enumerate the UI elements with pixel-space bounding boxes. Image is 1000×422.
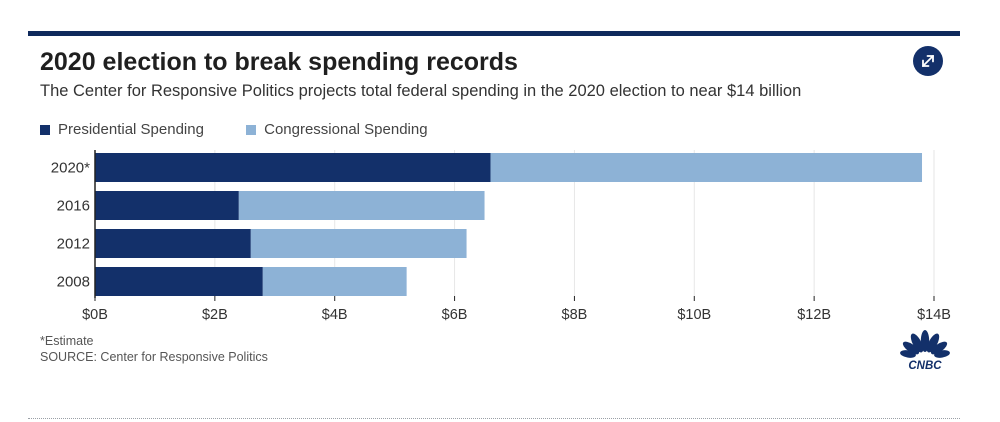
y-tick-label-2020: 2020*: [51, 160, 90, 177]
legend-swatch-congressional: [246, 124, 257, 135]
x-tick-label-6: $12B: [797, 307, 831, 323]
legend-item-presidential: Presidential Spending: [40, 121, 204, 138]
y-tick-label-2016: 2016: [57, 198, 90, 215]
cnbc-logo: CNBC: [894, 327, 956, 376]
x-tick-label-3: $6B: [442, 307, 468, 323]
bar-congressional-2016: [238, 191, 485, 220]
bar-presidential-2020: [95, 153, 491, 182]
y-tick-label-2008: 2008: [57, 274, 90, 291]
chart-title: 2020 election to break spending records: [40, 48, 518, 76]
x-tick-label-4: $8B: [562, 307, 588, 323]
bar-presidential-2016: [95, 191, 239, 220]
y-tick-label-2012: 2012: [57, 236, 90, 253]
bar-congressional-2008: [262, 267, 407, 296]
legend-label-congressional: Congressional Spending: [264, 121, 428, 138]
footnote: *Estimate: [40, 334, 94, 348]
svg-text:CNBC: CNBC: [908, 360, 942, 371]
bar-presidential-2008: [95, 267, 263, 296]
legend: Presidential Spending Congressional Spen…: [40, 121, 466, 139]
peacock-logo-icon: CNBC: [900, 330, 950, 372]
x-tick-label-5: $10B: [677, 307, 711, 323]
expand-arrows-icon: [922, 55, 934, 67]
legend-swatch-presidential: [40, 124, 50, 135]
bar-presidential-2012: [95, 229, 251, 258]
legend-label-presidential: Presidential Spending: [58, 121, 204, 138]
chart-subtitle: The Center for Responsive Politics proje…: [40, 82, 802, 100]
top-rule: [28, 31, 960, 36]
x-tick-label-7: $14B: [917, 307, 951, 323]
x-tick-label-1: $2B: [202, 307, 228, 323]
bar-congressional-2020: [490, 153, 923, 182]
legend-item-congressional: Congressional Spending: [246, 121, 428, 138]
source-note: SOURCE: Center for Responsive Politics: [40, 350, 268, 364]
expand-button[interactable]: [913, 46, 943, 76]
bottom-rule: [28, 418, 960, 419]
x-tick-label-2: $4B: [322, 307, 348, 323]
x-tick-label-0: $0B: [82, 307, 108, 323]
bar-congressional-2012: [250, 229, 467, 258]
